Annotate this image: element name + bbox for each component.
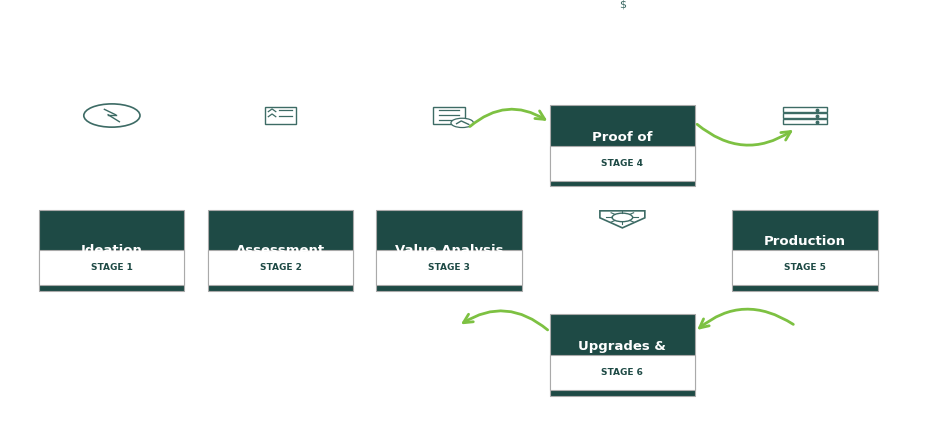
Text: STAGE 5: STAGE 5 xyxy=(784,264,825,272)
FancyBboxPatch shape xyxy=(549,355,694,390)
FancyBboxPatch shape xyxy=(732,210,877,291)
FancyBboxPatch shape xyxy=(376,210,521,291)
Text: $: $ xyxy=(618,0,625,10)
Text: Proof of
Concept: Proof of Concept xyxy=(591,131,652,161)
Text: Assessment: Assessment xyxy=(236,244,325,257)
Text: STAGE 4: STAGE 4 xyxy=(600,159,643,168)
FancyBboxPatch shape xyxy=(732,250,877,285)
FancyBboxPatch shape xyxy=(208,250,353,285)
FancyBboxPatch shape xyxy=(40,250,184,285)
Text: STAGE 1: STAGE 1 xyxy=(91,264,133,272)
Circle shape xyxy=(450,118,473,127)
Text: STAGE 6: STAGE 6 xyxy=(600,368,643,377)
Text: Ideation: Ideation xyxy=(81,244,143,257)
FancyBboxPatch shape xyxy=(40,210,184,291)
FancyBboxPatch shape xyxy=(549,105,694,187)
FancyBboxPatch shape xyxy=(376,250,521,285)
Text: Upgrades &
Support: Upgrades & Support xyxy=(578,340,666,370)
FancyBboxPatch shape xyxy=(549,314,694,396)
Text: STAGE 3: STAGE 3 xyxy=(428,264,469,272)
FancyBboxPatch shape xyxy=(549,146,694,181)
Text: STAGE 2: STAGE 2 xyxy=(260,264,301,272)
Text: Production
Build: Production Build xyxy=(763,235,845,265)
FancyBboxPatch shape xyxy=(208,210,353,291)
Text: Value Analysis: Value Analysis xyxy=(395,244,503,257)
